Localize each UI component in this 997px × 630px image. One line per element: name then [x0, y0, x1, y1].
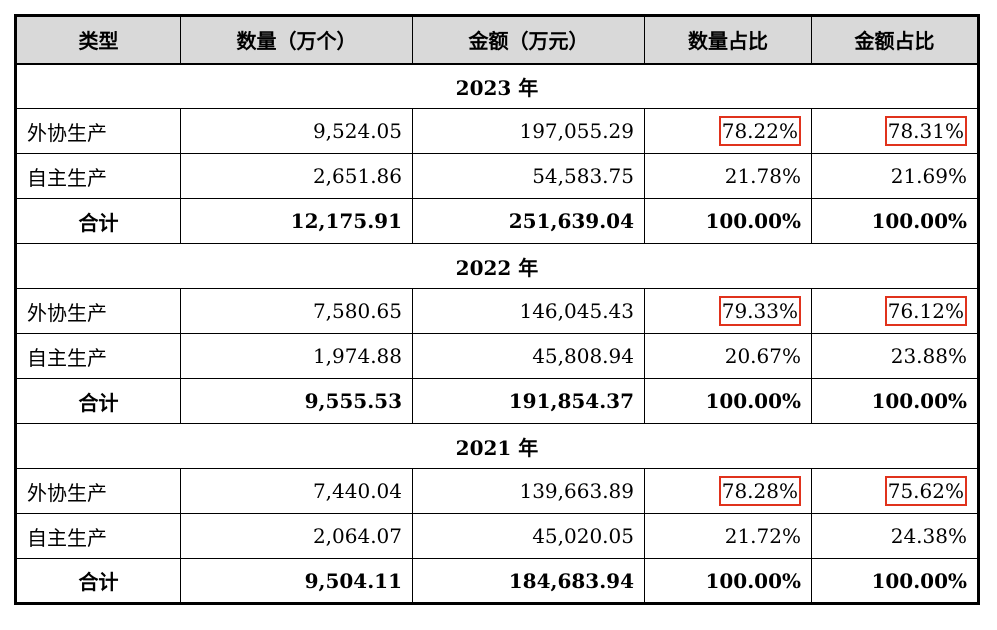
year-label: 2022 年 — [15, 243, 979, 289]
header-amount: 金额（万元） — [412, 15, 645, 65]
highlight-box: 78.31% — [884, 116, 967, 146]
row-quantity: 7,580.65 — [180, 288, 413, 334]
highlight-box: 78.28% — [718, 476, 801, 506]
row-amount: 54,583.75 — [412, 153, 645, 199]
row-type: 合计 — [15, 558, 181, 604]
total-row: 合计 9,555.53 191,854.37 100.00% 100.00% — [15, 378, 979, 424]
year-label: 2021 年 — [15, 423, 979, 469]
table-row: 外协生产 9,524.05 197,055.29 78.22% 78.31% — [15, 108, 979, 154]
row-type: 外协生产 — [15, 468, 181, 514]
row-type: 自主生产 — [15, 333, 181, 379]
row-amount: 45,020.05 — [412, 513, 645, 559]
row-quantity: 9,524.05 — [180, 108, 413, 154]
row-amount-share: 23.88% — [811, 333, 979, 379]
row-quantity-share: 20.67% — [644, 333, 812, 379]
highlight-box: 78.22% — [718, 116, 801, 146]
row-amount: 184,683.94 — [412, 558, 645, 604]
row-amount: 139,663.89 — [412, 468, 645, 514]
row-amount-share: 21.69% — [811, 153, 979, 199]
row-quantity: 12,175.91 — [180, 198, 413, 244]
row-quantity: 1,974.88 — [180, 333, 413, 379]
year-row: 2023 年 — [15, 63, 979, 109]
table-row: 外协生产 7,440.04 139,663.89 78.28% 75.62% — [15, 468, 979, 514]
production-table: 类型 数量（万个） 金额（万元） 数量占比 金额占比 2023 年 外协生产 9… — [14, 14, 980, 605]
total-row: 合计 12,175.91 251,639.04 100.00% 100.00% — [15, 198, 979, 244]
row-type: 外协生产 — [15, 108, 181, 154]
row-quantity-share: 79.33% — [644, 288, 812, 334]
highlight-box: 79.33% — [718, 296, 801, 326]
header-quantity-share: 数量占比 — [644, 15, 812, 65]
row-amount: 251,639.04 — [412, 198, 645, 244]
row-quantity-share: 100.00% — [644, 378, 812, 424]
row-quantity-share: 78.22% — [644, 108, 812, 154]
row-type: 自主生产 — [15, 153, 181, 199]
production-table-container: 类型 数量（万个） 金额（万元） 数量占比 金额占比 2023 年 外协生产 9… — [14, 14, 980, 605]
row-type: 外协生产 — [15, 288, 181, 334]
year-row: 2021 年 — [15, 423, 979, 469]
header-amount-share: 金额占比 — [811, 15, 979, 65]
row-quantity: 2,064.07 — [180, 513, 413, 559]
row-quantity-share: 78.28% — [644, 468, 812, 514]
header-quantity: 数量（万个） — [180, 15, 413, 65]
row-quantity: 2,651.86 — [180, 153, 413, 199]
highlight-box: 75.62% — [884, 476, 967, 506]
row-amount-share: 78.31% — [811, 108, 979, 154]
table-row: 自主生产 2,651.86 54,583.75 21.78% 21.69% — [15, 153, 979, 199]
header-type: 类型 — [15, 15, 181, 65]
row-amount-share: 76.12% — [811, 288, 979, 334]
table-row: 外协生产 7,580.65 146,045.43 79.33% 76.12% — [15, 288, 979, 334]
row-type: 合计 — [15, 198, 181, 244]
row-amount-share: 24.38% — [811, 513, 979, 559]
row-amount: 146,045.43 — [412, 288, 645, 334]
row-amount-share: 75.62% — [811, 468, 979, 514]
year-row: 2022 年 — [15, 243, 979, 289]
row-type: 合计 — [15, 378, 181, 424]
row-quantity: 9,504.11 — [180, 558, 413, 604]
table-row: 自主生产 2,064.07 45,020.05 21.72% 24.38% — [15, 513, 979, 559]
table-row: 自主生产 1,974.88 45,808.94 20.67% 23.88% — [15, 333, 979, 379]
row-amount: 191,854.37 — [412, 378, 645, 424]
row-amount-share: 100.00% — [811, 378, 979, 424]
row-quantity-share: 100.00% — [644, 198, 812, 244]
header-row: 类型 数量（万个） 金额（万元） 数量占比 金额占比 — [15, 15, 979, 65]
row-amount: 45,808.94 — [412, 333, 645, 379]
row-amount-share: 100.00% — [811, 198, 979, 244]
row-type: 自主生产 — [15, 513, 181, 559]
year-label: 2023 年 — [15, 63, 979, 109]
highlight-box: 76.12% — [884, 296, 967, 326]
row-amount: 197,055.29 — [412, 108, 645, 154]
row-quantity: 9,555.53 — [180, 378, 413, 424]
row-quantity: 7,440.04 — [180, 468, 413, 514]
row-quantity-share: 21.72% — [644, 513, 812, 559]
row-quantity-share: 21.78% — [644, 153, 812, 199]
row-quantity-share: 100.00% — [644, 558, 812, 604]
total-row: 合计 9,504.11 184,683.94 100.00% 100.00% — [15, 558, 979, 604]
row-amount-share: 100.00% — [811, 558, 979, 604]
